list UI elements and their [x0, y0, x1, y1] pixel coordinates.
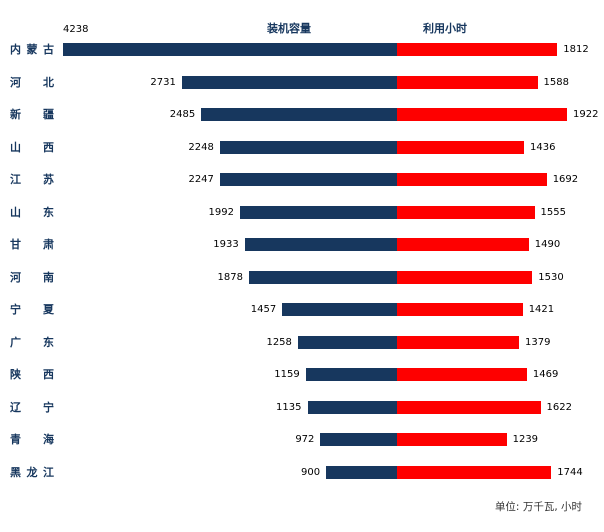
category-label: 黑龙江 [10, 465, 54, 479]
hours-value: 1744 [557, 466, 583, 478]
category-label: 山东 [10, 205, 54, 219]
hours-value: 1922 [573, 109, 599, 120]
hours-bar [397, 43, 558, 56]
capacity-bar [219, 173, 397, 186]
hours-value: 1555 [540, 206, 566, 218]
capacity-value: 1933 [213, 239, 239, 250]
hours-value: 1379 [525, 336, 551, 348]
chart-row: 辽宁 1135 1622 [0, 392, 604, 425]
chart-row: 广东 1258 1379 [0, 327, 604, 360]
capacity-bar [320, 433, 397, 446]
hours-bar [397, 368, 527, 381]
capacity-bar [63, 43, 397, 56]
hours-bar [397, 108, 567, 121]
category-label: 青海 [10, 433, 54, 446]
category-label: 河南 [10, 270, 54, 284]
category-label: 河北 [10, 75, 54, 89]
chart-row: 江苏 2247 1692 [0, 164, 604, 197]
capacity-value: 1992 [208, 206, 234, 218]
hours-bar [397, 433, 507, 446]
hours-bar [397, 335, 519, 349]
category-label: 宁夏 [10, 303, 54, 316]
chart-row: 甘肃 1933 1490 [0, 229, 604, 262]
hours-bar [397, 238, 529, 251]
category-label: 辽宁 [10, 400, 54, 414]
category-label: 山西 [10, 140, 54, 154]
chart-row: 河北 2731 1588 [0, 67, 604, 100]
hours-bar [397, 173, 547, 186]
hours-bar [397, 400, 541, 414]
capacity-bar [305, 368, 397, 381]
category-label: 新疆 [10, 108, 54, 121]
capacity-value: 1258 [266, 336, 292, 348]
hours-bar [397, 140, 524, 154]
category-label: 陕西 [10, 368, 54, 381]
capacity-value: 1135 [276, 401, 302, 413]
left-series-header: 装机容量 [267, 22, 311, 35]
hours-value: 1692 [552, 174, 579, 185]
hours-value: 1622 [546, 401, 572, 413]
capacity-bar [240, 205, 397, 219]
capacity-value: 2731 [150, 76, 176, 88]
capacity-bar [244, 238, 397, 251]
hours-value: 1421 [528, 304, 555, 315]
capacity-value: 1159 [274, 369, 300, 380]
capacity-value: 1878 [217, 271, 243, 283]
chart-row: 山东 1992 1555 [0, 197, 604, 230]
capacity-value: 2485 [169, 109, 196, 120]
capacity-bar [326, 465, 397, 479]
chart-row: 内蒙古 4238 1812 [0, 24, 604, 67]
hours-bar [397, 205, 535, 219]
category-label: 内蒙古 [10, 43, 54, 56]
hours-bar [397, 75, 538, 89]
capacity-value: 972 [295, 434, 315, 445]
capacity-value: 900 [301, 466, 321, 478]
capacity-value: 1457 [250, 304, 277, 315]
capacity-bar [307, 400, 397, 414]
capacity-bar [201, 108, 397, 121]
capacity-bar [297, 335, 397, 349]
chart-row: 新疆 2485 1922 [0, 99, 604, 132]
chart-row: 青海 972 1239 [0, 424, 604, 457]
hours-bar [397, 270, 533, 284]
hours-value: 1812 [563, 44, 589, 55]
chart-row: 宁夏 1457 1421 [0, 294, 604, 327]
capacity-bar [249, 270, 397, 284]
chart-row: 山西 2248 1436 [0, 132, 604, 165]
hours-value: 1588 [543, 76, 569, 88]
capacity-bar [181, 75, 397, 89]
capacity-value: 4238 [63, 24, 89, 35]
hours-value: 1239 [512, 434, 539, 445]
chart-row: 陕西 1159 1469 [0, 359, 604, 392]
hours-bar [397, 303, 523, 316]
capacity-value: 2247 [188, 174, 214, 185]
capacity-bar [219, 140, 397, 154]
capacity-bar [282, 303, 397, 316]
right-series-header: 利用小时 [423, 22, 467, 35]
hours-value: 1469 [532, 369, 559, 380]
hours-bar [397, 465, 552, 479]
category-label: 广东 [10, 335, 54, 349]
category-label: 江苏 [10, 173, 54, 186]
unit-note: 单位: 万千瓦, 小时 [494, 501, 582, 513]
category-label: 甘肃 [10, 238, 54, 251]
hours-value: 1436 [530, 141, 556, 153]
chart-row: 黑龙江 900 1744 [0, 457, 604, 490]
chart-row: 河南 1878 1530 [0, 262, 604, 295]
hours-value: 1490 [534, 239, 561, 250]
hours-value: 1530 [538, 271, 564, 283]
chart-rows: 内蒙古 4238 1812 河北 2731 1588 新疆 2485 1922 山西 2248 143… [0, 24, 604, 490]
capacity-value: 2248 [188, 141, 214, 153]
